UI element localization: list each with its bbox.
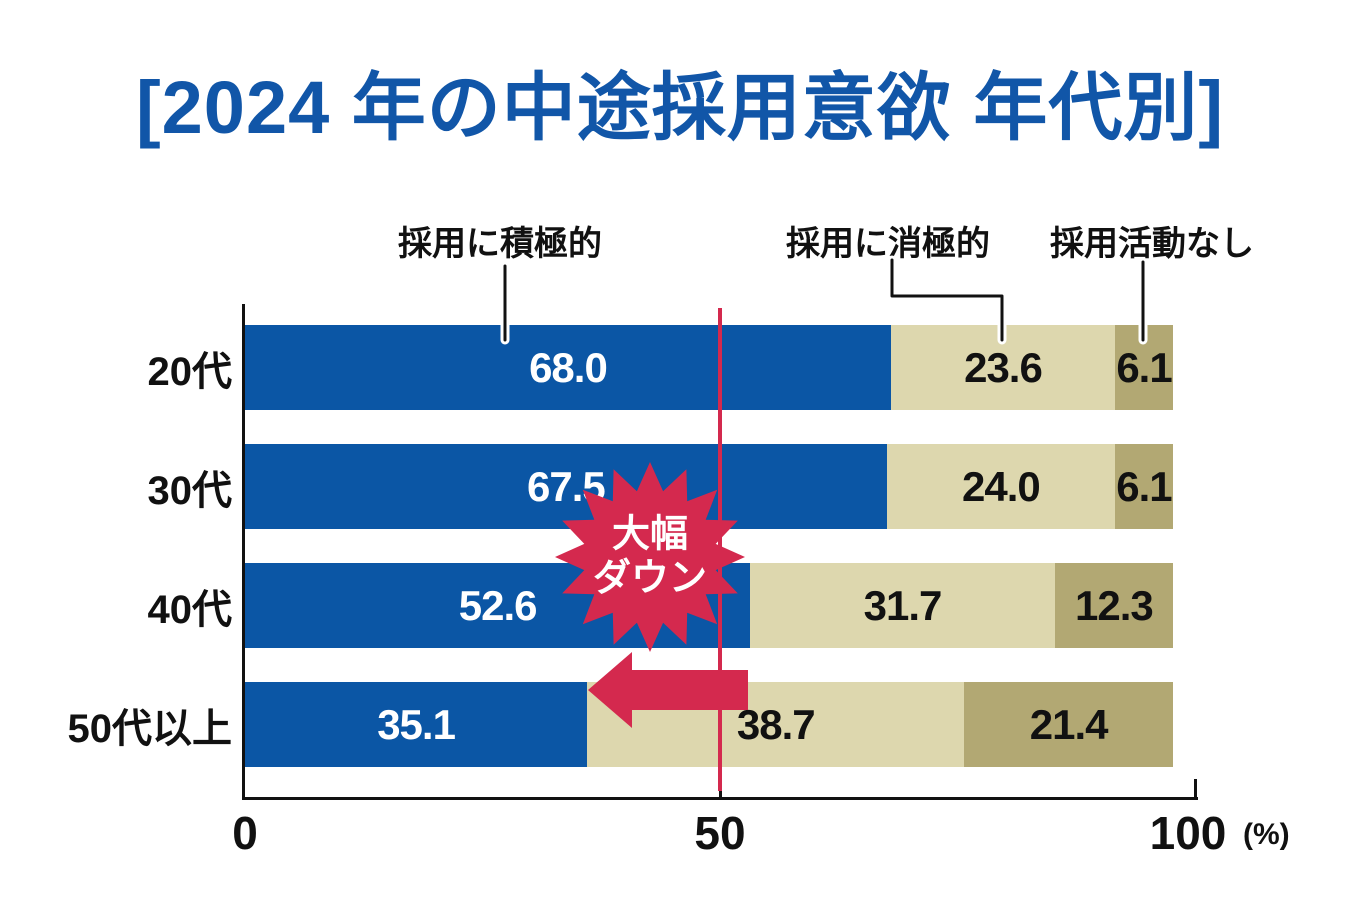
stacked-bar: 52.6 31.7 12.3	[245, 563, 1173, 648]
stacked-bar: 67.5 24.0 6.1	[245, 444, 1173, 529]
segment-value-label: 6.1	[1116, 343, 1172, 391]
segment-value-label: 24.0	[962, 462, 1041, 510]
segment-value-label: 31.7	[863, 581, 943, 629]
bar-segment-none: 12.3	[1054, 563, 1173, 648]
segment-value-label: 21.4	[1029, 700, 1109, 748]
category-label: 30代	[147, 468, 233, 513]
chart-title: [2024 年の中途採用意欲 年代別]	[135, 66, 1225, 149]
badge-line-1: 大幅	[611, 513, 689, 556]
x-tick-mark-100	[1194, 779, 1197, 797]
x-tick-label-100: 100	[1149, 807, 1227, 859]
legend-label-passive: 採用に消極的	[786, 225, 990, 263]
segment-value-label: 38.7	[736, 700, 816, 748]
x-axis-line	[242, 797, 1198, 800]
stacked-bar: 35.1 38.7 21.4	[245, 682, 1173, 767]
segment-value-label: 52.6	[458, 581, 538, 629]
bar-segment-passive: 31.7	[750, 563, 1055, 648]
segment-value-label: 35.1	[377, 700, 456, 748]
bar-segment-none: 6.1	[1115, 325, 1173, 410]
bar-segment-passive: 23.6	[890, 325, 1116, 410]
starburst-badge-text: 大幅 ダウン	[593, 513, 707, 600]
legend-label-active: 採用に積極的	[398, 225, 602, 263]
x-tick-label-50: 50	[694, 807, 746, 859]
x-axis-unit: (%)	[1243, 818, 1290, 851]
legend-label-none: 採用活動なし	[1050, 225, 1254, 263]
x-tick-label-0: 0	[232, 807, 258, 859]
bar-segment-none: 6.1	[1114, 444, 1173, 529]
bar-segment-active: 35.1	[245, 682, 588, 767]
bar-segment-active: 67.5	[245, 444, 887, 529]
bar-segment-passive: 38.7	[587, 682, 965, 767]
bar-segment-active: 68.0	[245, 325, 891, 410]
stacked-bar: 68.0 23.6 6.1	[245, 325, 1173, 410]
bar-segment-passive: 24.0	[886, 444, 1115, 529]
segment-value-label: 68.0	[529, 343, 608, 391]
category-label: 50代以上	[67, 706, 233, 751]
bar-segment-none: 21.4	[964, 682, 1173, 767]
category-label: 20代	[147, 349, 233, 394]
y-axis-line	[242, 304, 245, 800]
segment-value-label: 12.3	[1075, 581, 1154, 629]
segment-value-label: 6.1	[1116, 462, 1172, 510]
badge-line-2: ダウン	[592, 557, 708, 599]
category-label: 40代	[147, 587, 233, 632]
reference-line-50	[718, 308, 722, 791]
segment-value-label: 23.6	[964, 343, 1043, 391]
segment-value-label: 67.5	[527, 462, 606, 510]
